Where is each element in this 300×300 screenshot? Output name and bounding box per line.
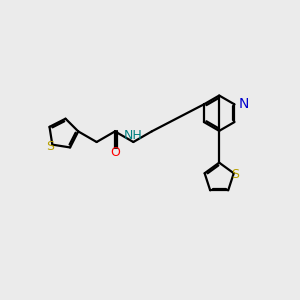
Text: NH: NH — [124, 129, 142, 142]
Text: O: O — [111, 146, 121, 159]
Text: S: S — [232, 168, 239, 181]
Text: S: S — [46, 140, 54, 153]
Text: N: N — [238, 97, 249, 111]
